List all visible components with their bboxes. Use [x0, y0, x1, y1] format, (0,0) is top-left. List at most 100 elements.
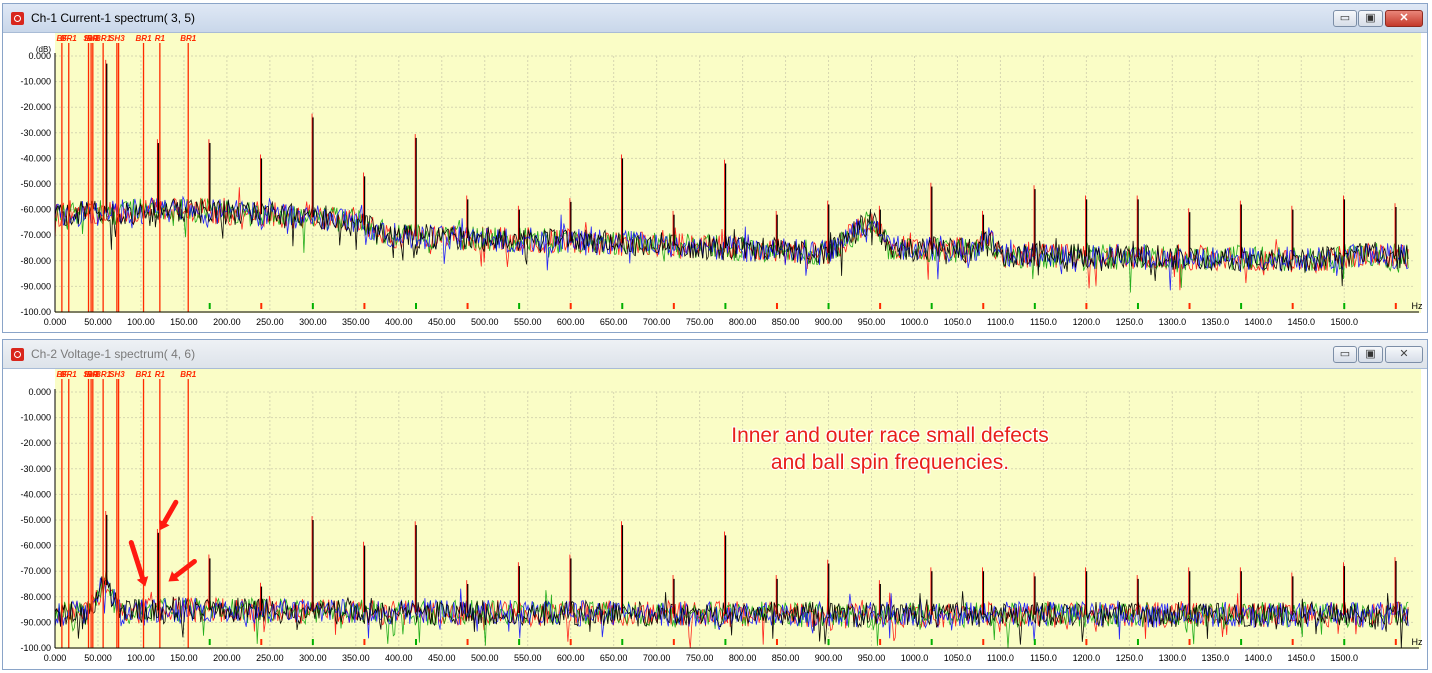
x-tick-label: 100.00 [127, 317, 155, 327]
series-trace [54, 576, 1409, 649]
x-tick-label: 0.000 [44, 653, 67, 663]
spectrum-window-voltage: Ch-2 Voltage-1 spectrum( 4, 6) ▭ ▣ ✕ BF B… [2, 339, 1428, 670]
fault-marker-label: BR1 [180, 34, 197, 43]
y-tick-label: -90.000 [20, 281, 51, 291]
minimize-button[interactable]: ▭ [1333, 10, 1357, 27]
fault-marker-label: R1 [155, 370, 166, 379]
minimize-button[interactable]: ▭ [1333, 346, 1357, 363]
fault-marker-label: BR1 [61, 34, 78, 43]
x-tick-label: 350.00 [342, 653, 370, 663]
x-tick-label: 1000.0 [901, 317, 929, 327]
spectrum-window-current: Ch-1 Current-1 spectrum( 3, 5) ▭ ▣ ✕ BF B… [2, 3, 1428, 333]
y-tick-label: -80.000 [20, 256, 51, 266]
maximize-button[interactable]: ▣ [1358, 10, 1383, 27]
y-tick-label: -30.000 [20, 464, 51, 474]
x-tick-label: 950.00 [858, 317, 886, 327]
x-tick-label: 150.00 [170, 317, 198, 327]
annotation-text: Inner and outer race small defects and b… [700, 422, 1080, 476]
x-tick-label: 1450.0 [1288, 653, 1316, 663]
x-tick-label: 1200.0 [1073, 317, 1101, 327]
app-icon [11, 12, 24, 25]
series-trace [54, 577, 1409, 641]
fault-marker-label: SH3 [83, 34, 99, 43]
x-tick-label: 1150.0 [1030, 653, 1057, 663]
y-tick-label: -20.000 [20, 438, 51, 448]
x-tick-label: 1300.0 [1159, 653, 1187, 663]
x-tick-label: 50.000 [84, 653, 112, 663]
app-icon [11, 348, 24, 361]
y-tick-label: -50.000 [20, 179, 51, 189]
x-tick-label: 900.00 [815, 653, 843, 663]
x-unit-label: Hz [1412, 301, 1423, 311]
annotation-line-2: and ball spin frequencies. [770, 451, 1010, 474]
x-tick-label: 650.00 [600, 317, 628, 327]
x-tick-label: 1000.0 [901, 653, 929, 663]
fault-marker-label: BR1 [180, 370, 197, 379]
callout-arrowhead [136, 576, 149, 587]
x-tick-label: 850.00 [772, 653, 800, 663]
close-button[interactable]: ✕ [1385, 10, 1423, 27]
fault-marker-label: BR1 [61, 370, 78, 379]
y-tick-label: -100.00 [20, 307, 51, 317]
fault-marker-label: BR [87, 34, 99, 43]
x-tick-label: 550.00 [514, 317, 542, 327]
x-tick-label: 450.00 [428, 317, 456, 327]
x-tick-label: 50.000 [84, 317, 112, 327]
maximize-button[interactable]: ▣ [1358, 346, 1383, 363]
x-tick-label: 550.00 [514, 653, 542, 663]
fault-marker-label: BR1 [95, 370, 112, 379]
y-tick-label: -50.000 [20, 515, 51, 525]
fault-marker-label: IR [85, 34, 93, 43]
fault-marker-label: BF [57, 370, 69, 379]
x-tick-label: 400.00 [385, 653, 413, 663]
x-tick-label: 800.00 [729, 317, 757, 327]
window-title: Ch-2 Voltage-1 spectrum( 4, 6) [31, 347, 196, 361]
x-tick-label: 1100.0 [987, 653, 1014, 663]
y-tick-label: -80.000 [20, 592, 51, 602]
x-tick-label: 1500.0 [1330, 317, 1358, 327]
x-tick-label: 1350.0 [1202, 653, 1230, 663]
x-tick-label: 0.000 [44, 317, 67, 327]
fault-marker-label: BR1 [136, 34, 153, 43]
fault-marker-label: SH3 [109, 370, 125, 379]
fault-marker-label: BR [87, 370, 99, 379]
y-tick-label: 0.000 [28, 387, 51, 397]
fault-marker-label: BF [57, 34, 69, 43]
plot-area [55, 369, 1421, 649]
callout-arrow [128, 540, 146, 581]
x-tick-label: 200.00 [213, 317, 241, 327]
y-tick-label: -10.000 [20, 77, 51, 87]
close-button[interactable]: ✕ [1385, 346, 1423, 363]
fault-marker-label: SH3 [109, 34, 125, 43]
x-tick-label: 150.00 [170, 653, 198, 663]
fault-marker-label: BR1 [95, 34, 112, 43]
x-unit-label: Hz [1412, 637, 1423, 647]
title-bar[interactable]: Ch-2 Voltage-1 spectrum( 4, 6) ▭ ▣ ✕ [3, 340, 1427, 369]
x-tick-label: 600.00 [557, 317, 585, 327]
title-bar[interactable]: Ch-1 Current-1 spectrum( 3, 5) ▭ ▣ ✕ [3, 4, 1427, 33]
x-tick-label: 300.00 [299, 317, 327, 327]
fault-marker-label: R1 [155, 34, 166, 43]
callout-arrow [173, 558, 197, 579]
y-tick-label: -90.000 [20, 617, 51, 627]
x-tick-label: 600.00 [557, 653, 585, 663]
x-tick-label: 1300.0 [1159, 317, 1187, 327]
annotation-line-1: Inner and outer race small defects [731, 424, 1049, 447]
y-tick-label: 0.000 [28, 51, 51, 61]
x-tick-label: 1500.0 [1330, 653, 1358, 663]
y-tick-label: -100.00 [20, 643, 51, 653]
window-title: Ch-1 Current-1 spectrum( 3, 5) [31, 11, 196, 25]
x-tick-label: 750.00 [686, 317, 714, 327]
x-tick-label: 700.00 [643, 317, 671, 327]
y-tick-label: -70.000 [20, 566, 51, 576]
x-tick-label: 100.00 [127, 653, 155, 663]
x-tick-label: 750.00 [686, 653, 714, 663]
x-tick-label: 850.00 [772, 317, 800, 327]
x-tick-label: 350.00 [342, 317, 370, 327]
x-tick-label: 950.00 [858, 653, 886, 663]
y-tick-label: -20.000 [20, 102, 51, 112]
x-tick-label: 1050.0 [944, 317, 972, 327]
x-tick-label: 1450.0 [1288, 317, 1316, 327]
